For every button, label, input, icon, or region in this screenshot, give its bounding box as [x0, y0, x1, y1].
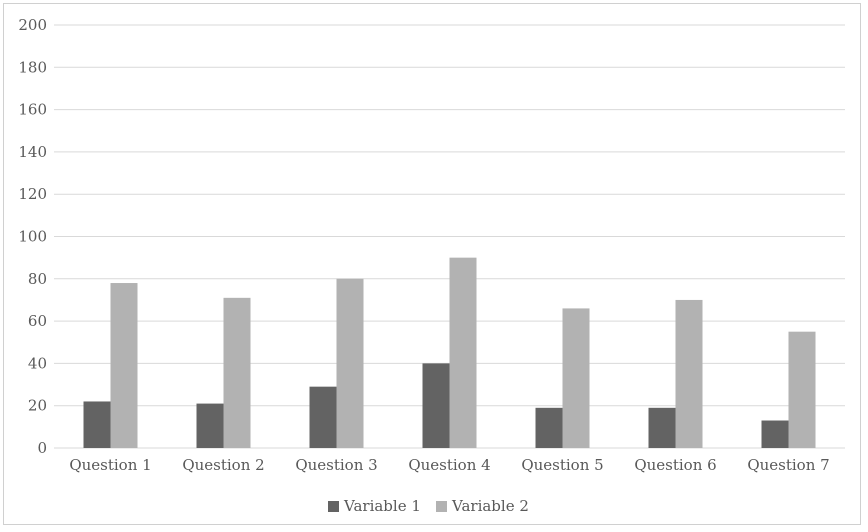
legend-label-1: Variable 1: [343, 497, 421, 515]
bar-1-3: [309, 386, 337, 448]
y-tick-label: 180: [18, 58, 47, 76]
bar-2-7: [788, 331, 816, 448]
gridlines: [54, 24, 845, 449]
x-tick-label: Question 5: [521, 456, 603, 474]
y-tick-label: 60: [28, 312, 47, 330]
bar-2-2: [223, 297, 251, 448]
x-tick-label: Question 3: [295, 456, 377, 474]
y-tick-label: 80: [28, 270, 47, 288]
legend-label-2: Variable 2: [451, 497, 529, 515]
bar-1-7: [761, 420, 789, 448]
bar-2-3: [336, 278, 364, 448]
bar-2-6: [675, 299, 703, 448]
x-tick-label: Question 7: [747, 456, 829, 474]
legend-swatch-1: [328, 501, 339, 512]
bar-2-5: [562, 308, 590, 448]
bars: [83, 257, 816, 448]
legend: Variable 1 Variable 2: [328, 497, 529, 515]
y-tick-label: 40: [28, 354, 47, 372]
y-tick-label: 20: [28, 397, 47, 415]
x-tick-label: Question 2: [182, 456, 264, 474]
bar-1-6: [648, 407, 676, 448]
legend-swatch-2: [436, 501, 447, 512]
y-tick-label: 160: [18, 101, 47, 119]
bar-1-2: [196, 403, 224, 448]
y-tick-label: 140: [18, 143, 47, 161]
bar-1-5: [535, 407, 563, 448]
y-tick-label: 120: [18, 185, 47, 203]
bar-1-1: [83, 401, 111, 448]
y-axis-tick-labels: 0 20 40 60 80 100 120 140 160 180 200: [18, 16, 47, 457]
x-axis-tick-labels: Question 1 Question 2 Question 3 Question 4…: [69, 456, 829, 474]
x-tick-label: Question 6: [634, 456, 716, 474]
y-tick-label: 100: [18, 228, 47, 246]
bar-2-1: [110, 283, 138, 448]
bar-1-4: [422, 363, 450, 448]
y-tick-label: 0: [37, 439, 47, 457]
bar-2-4: [449, 257, 477, 448]
y-tick-label: 200: [18, 16, 47, 34]
x-tick-label: Question 4: [408, 456, 490, 474]
x-tick-label: Question 1: [69, 456, 151, 474]
